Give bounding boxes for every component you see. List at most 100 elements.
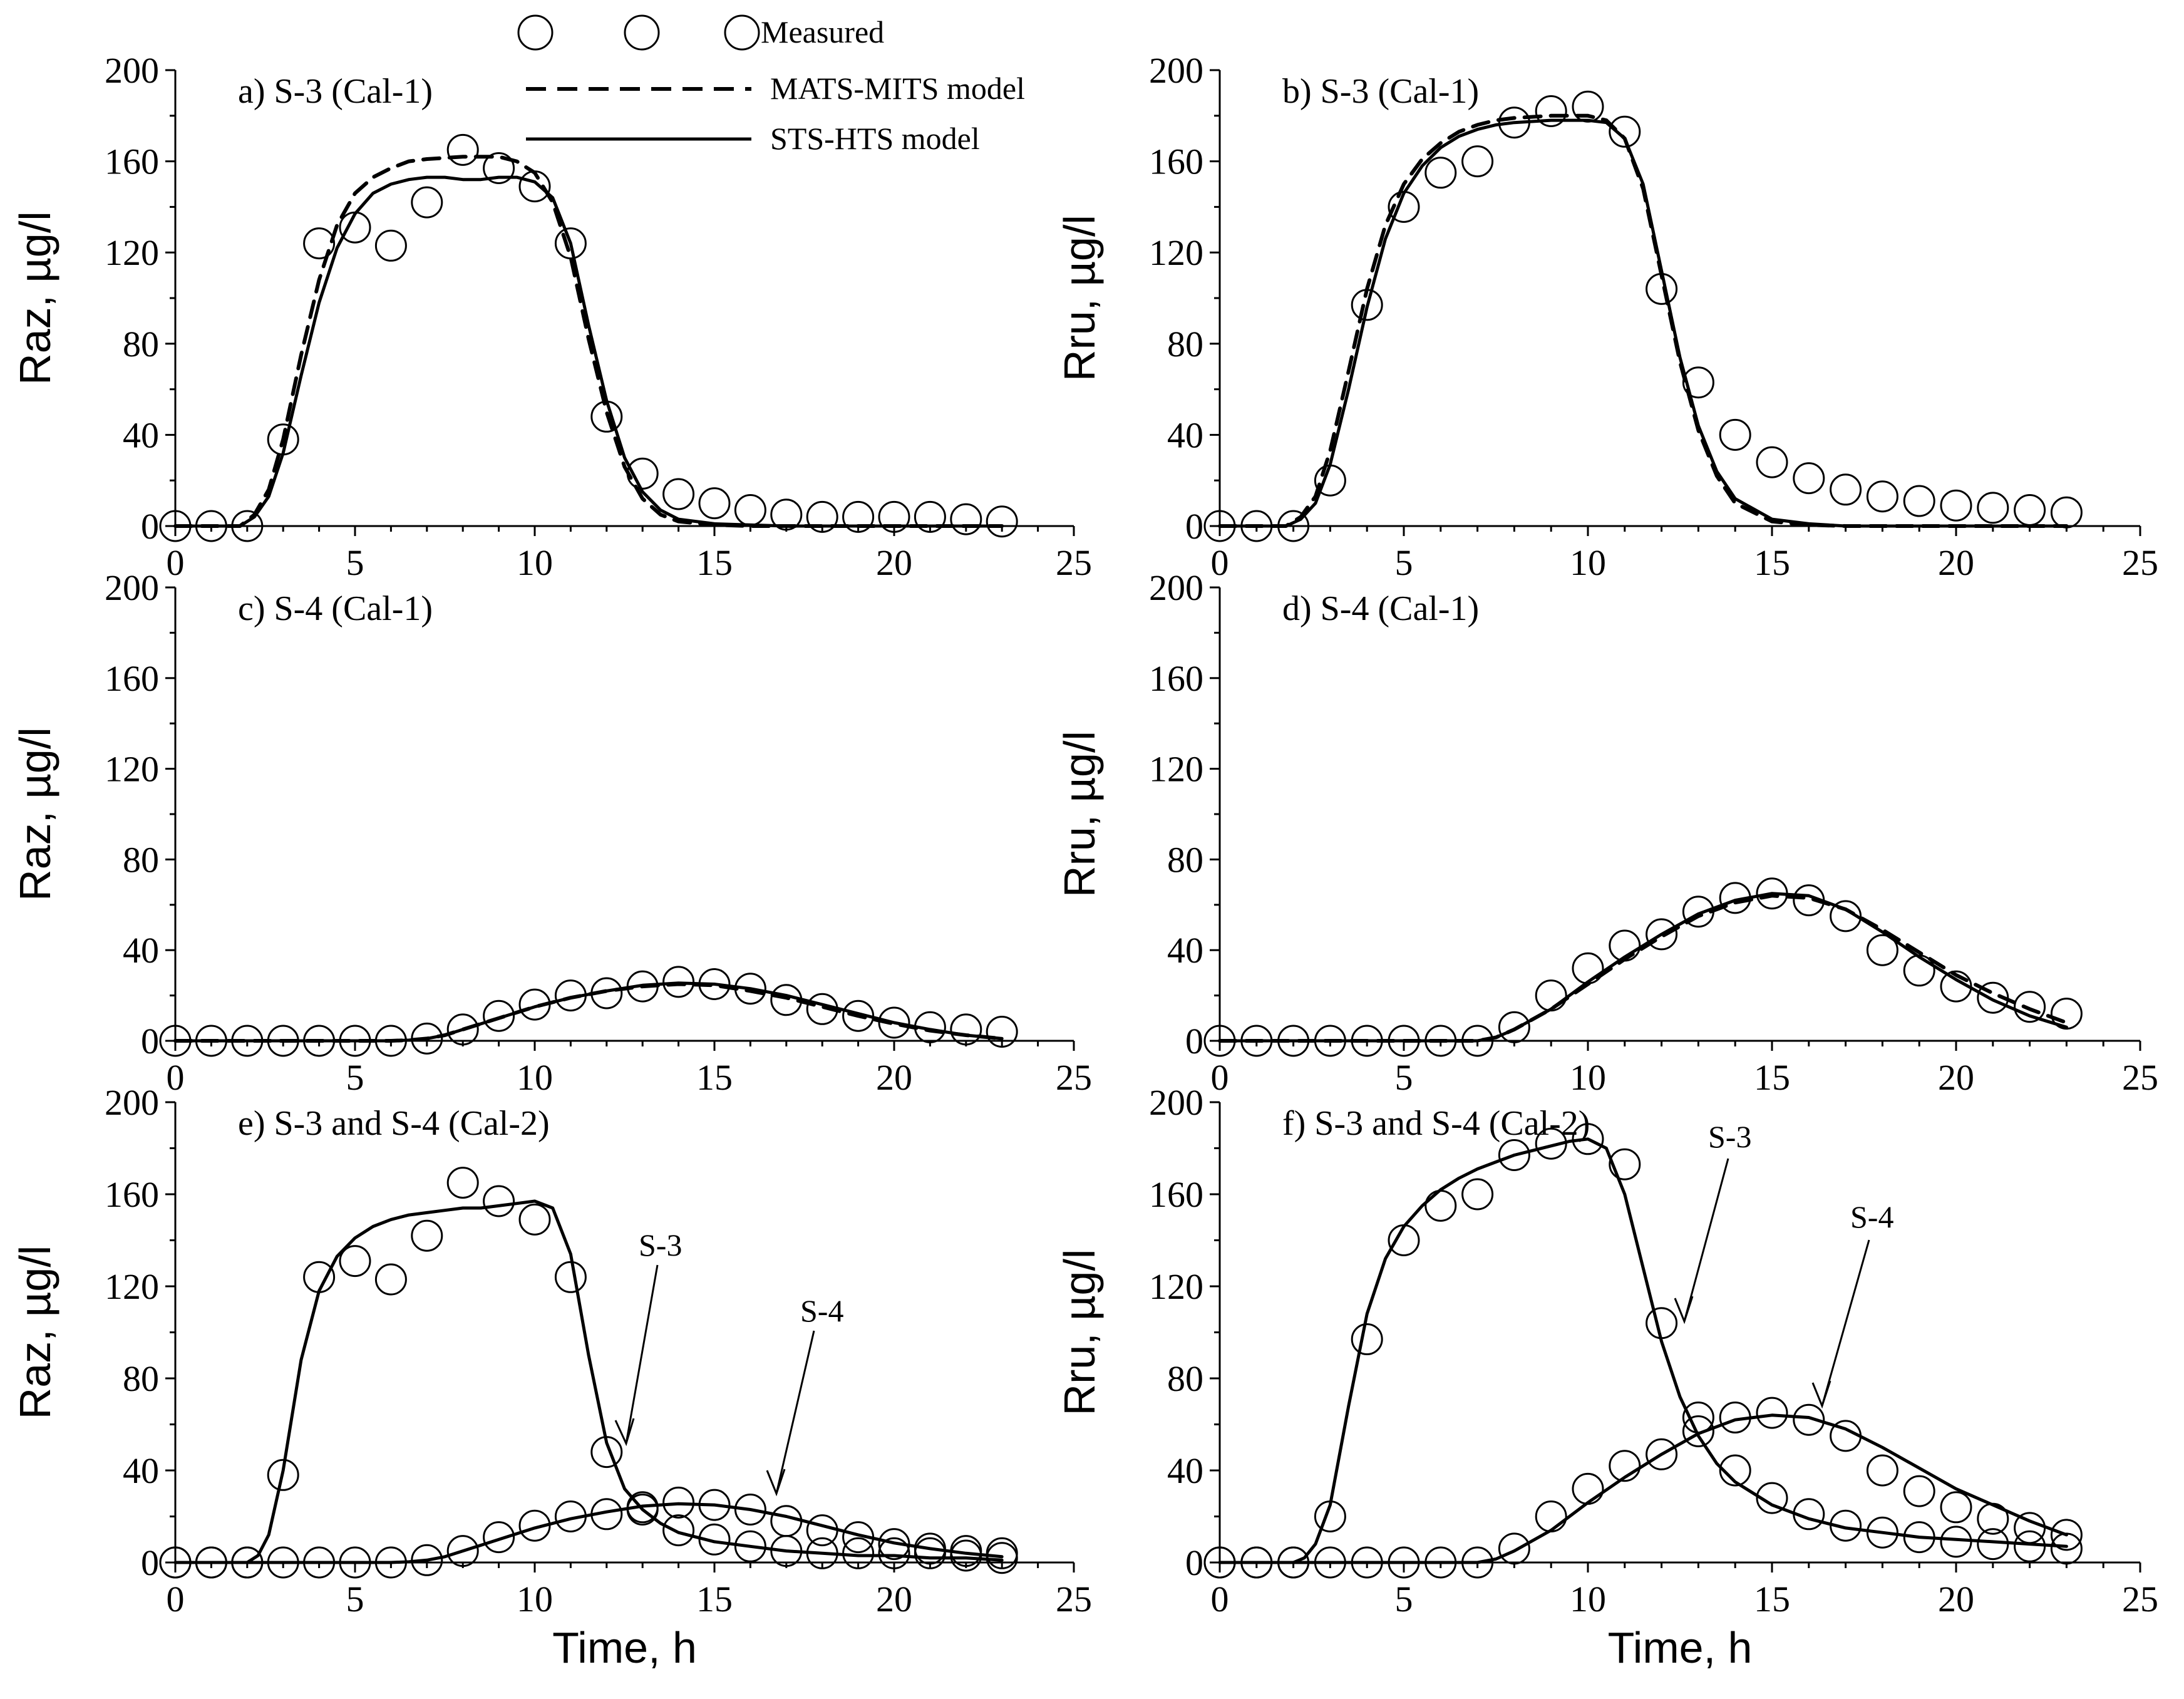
panel-f-y-tick-label: 0 <box>1185 1542 1203 1583</box>
panel-a-measured-point <box>734 494 766 526</box>
panel-e-measured-s-3-point <box>267 1459 299 1491</box>
panel-e-measured-s-4-point <box>267 1546 299 1579</box>
panel-e-measured-s-3-point <box>339 1245 371 1278</box>
panel-e-measured-s-3-point <box>303 1261 336 1293</box>
panel-a-measured-point <box>914 500 946 533</box>
panel-b-measured-point <box>1535 95 1567 127</box>
panel-b-measured-point <box>1314 464 1346 497</box>
panel-b-x-tick-label: 20 <box>1938 542 1974 583</box>
panel-e-measured-s-4-point <box>806 1514 838 1547</box>
panel-f-measured-s-4-point <box>1461 1546 1494 1579</box>
panel-b-measured-point <box>1240 510 1273 542</box>
panel-a-title: a) S-3 (Cal-1) <box>238 72 433 111</box>
panel-d-x-tick-label: 0 <box>1211 1057 1229 1098</box>
panel-f-arrow-s4 <box>1821 1239 1870 1407</box>
panel-c-measured-point <box>374 1025 407 1057</box>
panel-a-measured-point <box>518 170 551 203</box>
panel-e-arrow-s3 <box>625 1264 659 1444</box>
panel-b-measured-point <box>1461 145 1494 178</box>
panel-f-measured-s-4-point <box>1793 1403 1825 1436</box>
panel-d-measured-point <box>1682 896 1714 928</box>
panel-a-measured-point <box>590 400 623 433</box>
panel-a: 0 40 80 120 160 200 0 5 10 15 20 25 Raz, µg/l a) S-3 … <box>11 50 1092 583</box>
panel-f-measured-s-4-point <box>1719 1402 1751 1433</box>
panel-f-measured-s-3-point <box>2050 1532 2083 1565</box>
panel-f-x-tick-label: 10 <box>1570 1579 1606 1619</box>
panel-e-measured-s-3-point <box>554 1261 587 1293</box>
panel-e-measured-s-4-point <box>986 1537 1018 1569</box>
panel-e-measured-s-3-point <box>842 1537 875 1569</box>
panel-f-measured-s-3-point <box>1682 1402 1714 1433</box>
panel-d-measured-point <box>1940 970 1972 1003</box>
panel-c-y-tick-label: 160 <box>105 658 159 699</box>
panel-e-arrow-s4 <box>775 1330 815 1494</box>
panel-f-y-tick-label: 80 <box>1167 1358 1203 1399</box>
panel-c-measured-point <box>590 977 623 1010</box>
panel-f-measured-s-3-point <box>1314 1500 1346 1532</box>
panel-c-measured-point <box>626 970 659 1003</box>
panel-f-x-axis-label: Time, h <box>1608 1623 1753 1672</box>
panel-d-measured-point <box>1461 1025 1494 1057</box>
panel-a-measured-point <box>159 510 192 542</box>
panel-b-y-tick-label: 200 <box>1149 50 1203 91</box>
panel-c-measured-point <box>806 993 838 1025</box>
panel-e-series-sts-hts-model-s-4 <box>173 1502 1004 1564</box>
panel-a-measured-point <box>878 500 910 533</box>
panel-d-x-tick-label: 20 <box>1938 1057 1974 1098</box>
panel-e-measured-s-4-point <box>411 1544 443 1576</box>
panel-a-y-tick-label: 200 <box>105 50 159 91</box>
panel-e-arrowhead-s4 <box>766 1469 786 1497</box>
panel-f-measured-s-3-point <box>1498 1139 1530 1171</box>
panel-d-measured-point <box>1866 934 1898 966</box>
panel-b-measured-point <box>1609 115 1641 148</box>
panel-d-measured-point <box>1793 884 1825 917</box>
panel-f-measured-s-3-point <box>1977 1528 2009 1561</box>
panel-e-measured-s-4-point <box>483 1521 515 1554</box>
panel-f-x-tick-label: 0 <box>1211 1579 1229 1619</box>
panel-f-measured-s-4-point <box>1646 1438 1678 1470</box>
panel-e-y-tick-label: 80 <box>123 1358 159 1399</box>
panel-a-y-tick-label: 0 <box>141 506 159 547</box>
panel-a-measured-point <box>483 152 515 184</box>
panel-c-measured-point <box>267 1025 299 1057</box>
panel-b-x-tick-label: 15 <box>1754 542 1790 583</box>
panel-f-measured-s-4-point <box>1498 1532 1530 1565</box>
panel-d-measured-point <box>1388 1025 1420 1057</box>
panel-f-y-tick-label: 40 <box>1167 1450 1203 1491</box>
panel-c-measured-point <box>303 1025 336 1057</box>
panel-c-x-tick-label: 5 <box>346 1057 364 1098</box>
panel-f-measured-s-3-point <box>1388 1224 1420 1256</box>
panel-a-series-sts-hts-model <box>173 175 1004 528</box>
panel-d-measured-point <box>2050 998 2083 1030</box>
panel-c-measured-point <box>339 1025 371 1057</box>
panel-f-x-tick-label: 20 <box>1938 1579 1974 1619</box>
panel-f-measured-s-3-point <box>1830 1509 1862 1542</box>
panel-e-y-tick-label: 200 <box>105 1082 159 1123</box>
panel-d-measured-point <box>1977 981 2009 1014</box>
legend-measured-marker-3 <box>724 14 760 51</box>
panel-d: 0 40 80 120 160 200 0 5 10 15 20 25 Rru, µg/l d) S-4 … <box>1055 567 2158 1098</box>
panel-e-y-tick-label: 0 <box>141 1542 159 1583</box>
panel-f-measured-s-4-point <box>1866 1454 1898 1487</box>
panel-f: 0 40 80 120 160 200 0 5 10 15 20 25 Rru, µg/l Time, h… <box>1055 1082 2158 1672</box>
panel-d-measured-point <box>1609 929 1641 962</box>
panel-e-measured-s-3-point <box>698 1523 731 1556</box>
legend-mats-mits-label: MATS-MITS model <box>770 71 1025 106</box>
panel-a-measured-point <box>626 457 659 490</box>
panel-e-measured-s-4-point <box>662 1486 695 1519</box>
panel-e: 0 40 80 120 160 200 0 5 10 15 20 25 Raz, µg/l Time, h… <box>11 1082 1092 1672</box>
panel-f-annotation-s3: S-3 <box>1708 1119 1751 1154</box>
panel-b-measured-point <box>1203 510 1236 542</box>
panel-e-y-tick-label: 120 <box>105 1266 159 1307</box>
panel-e-measured-s-4-point <box>374 1546 407 1579</box>
panel-b-measured-point <box>1682 366 1714 399</box>
panel-f-x-tick-label: 25 <box>2122 1579 2158 1619</box>
panel-a-x-tick-label: 10 <box>517 542 553 583</box>
panel-b-measured-point <box>1903 485 1935 517</box>
panel-d-x-tick-label: 25 <box>2122 1057 2158 1098</box>
panel-a-y-tick-label: 80 <box>123 324 159 364</box>
panel-f-annotations: S-3 S-4 <box>1674 1119 1893 1409</box>
panel-b-measured-point <box>1866 480 1898 513</box>
panel-a-measured-point <box>374 229 407 262</box>
panel-e-measured-s-4-point <box>914 1532 946 1565</box>
